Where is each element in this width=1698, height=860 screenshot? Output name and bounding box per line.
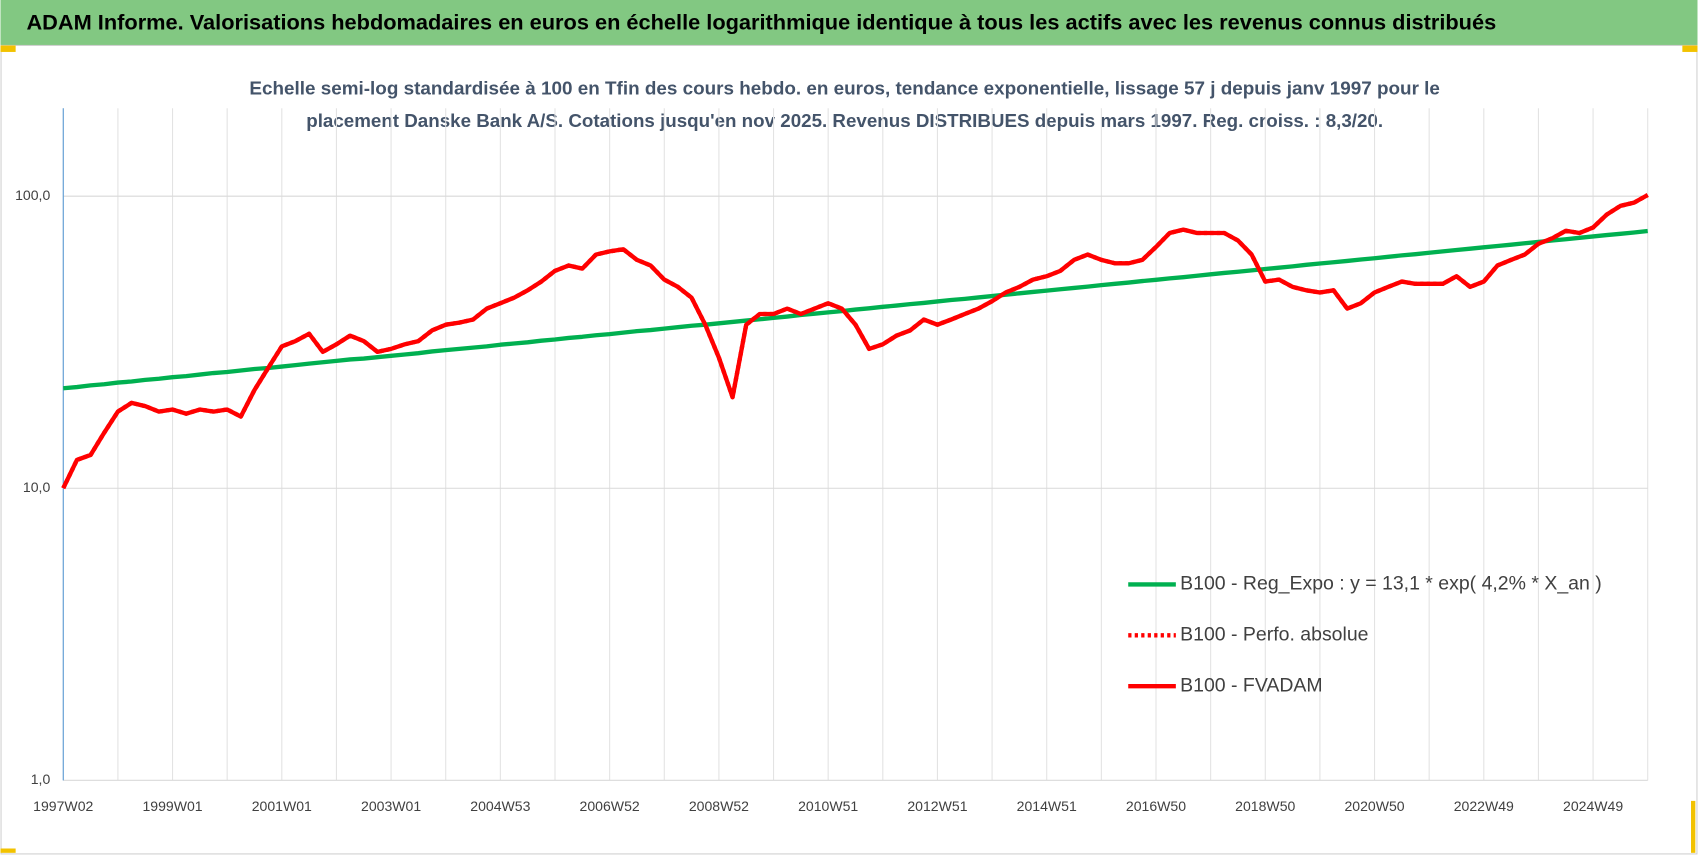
chart-subtitle: Echelle semi-log standardisée à 100 en T… <box>249 78 1440 99</box>
legend-label: B100 - Reg_Expo : y = 13,1 * exp( 4,2% *… <box>1180 573 1602 595</box>
x-tick-label: 2008W52 <box>689 798 749 814</box>
corner <box>0 848 16 853</box>
x-tick-label: 2020W50 <box>1344 798 1404 814</box>
chart-frame <box>0 44 1698 855</box>
x-tick-label: 2003W01 <box>361 798 421 814</box>
x-tick-label: 2006W52 <box>580 798 640 814</box>
legend-label: B100 - Perfo. absolue <box>1180 623 1368 645</box>
x-tick-label: 2012W51 <box>907 798 967 814</box>
corner <box>0 45 16 52</box>
x-tick-label: 2018W50 <box>1235 798 1295 814</box>
x-tick-label: 1999W01 <box>142 798 202 814</box>
x-tick-label: 1997W02 <box>33 798 93 814</box>
corner <box>1682 45 1698 52</box>
x-tick-label: 2004W53 <box>470 798 530 814</box>
x-tick-label: 2024W49 <box>1563 798 1623 814</box>
corner <box>1691 800 1696 853</box>
page-title: ADAM Informe. Valorisations hebdomadaire… <box>26 10 1496 35</box>
x-tick-label: 2014W51 <box>1017 798 1077 814</box>
legend-label: B100 - FVADAM <box>1180 674 1322 696</box>
header-band <box>0 0 1698 46</box>
x-tick-label: 2001W01 <box>252 798 312 814</box>
y-tick-label: 100,0 <box>15 187 50 203</box>
y-tick-label: 1,0 <box>31 771 51 787</box>
series-line <box>63 228 1648 391</box>
x-tick-label: 2010W51 <box>798 798 858 814</box>
x-tick-label: 2022W49 <box>1454 798 1514 814</box>
series-line <box>61 193 1649 490</box>
y-tick-label: 10,0 <box>23 479 51 495</box>
chart-subtitle: placement Danske Bank A/S. Cotations jus… <box>306 110 1383 131</box>
x-tick-label: 2016W50 <box>1126 798 1186 814</box>
